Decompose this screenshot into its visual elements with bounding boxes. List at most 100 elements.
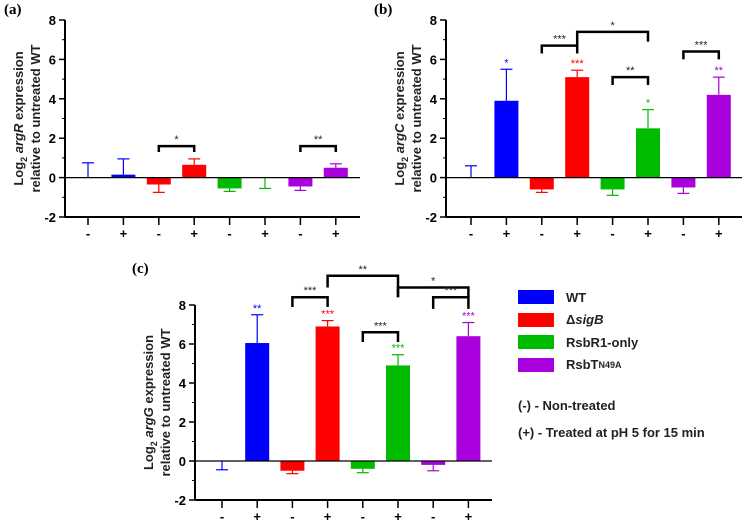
significance-bracket (682, 50, 721, 60)
bar (636, 128, 660, 178)
significance-bracket (157, 144, 196, 152)
legend-label-sub: N49A (598, 359, 622, 370)
legend-swatch (518, 290, 554, 305)
y-tick-label: 4 (430, 92, 438, 107)
x-tick-label: - (361, 509, 365, 524)
y-label-line2: relative to untreated WT (158, 328, 173, 476)
significance-bracket (575, 30, 650, 46)
bracket-label: * (431, 275, 436, 287)
y-label-suffix: expression (141, 335, 156, 407)
y-label-prefix: Log (141, 446, 156, 470)
y-tick-label: 8 (179, 298, 186, 313)
y-axis-label: Log2 argR expression relative to untreate… (11, 44, 43, 192)
y-label-gene: argG (141, 407, 156, 441)
bracket-label: *** (444, 285, 458, 297)
y-label-gene: argC (392, 123, 407, 157)
y-tick-label: 8 (430, 13, 437, 28)
bar (245, 343, 270, 461)
bar (529, 177, 554, 190)
bar (456, 336, 481, 461)
x-tick-label: + (324, 509, 332, 524)
y-label-suffix: expression (11, 51, 26, 123)
y-label-sub: 2 (400, 157, 410, 162)
significance-mark: *** (321, 309, 335, 321)
bracket-label: *** (374, 320, 388, 332)
y-tick-label: 2 (430, 131, 437, 146)
y-tick-label: 2 (179, 415, 186, 430)
x-tick-label: + (465, 509, 473, 524)
bar (323, 167, 348, 178)
legend-label: RsbT (566, 357, 599, 373)
significance-mark: * (646, 98, 651, 110)
chart-panel-argR: (a) Log2 argR expression relative to untre… (4, 2, 360, 241)
x-tick-label: + (715, 226, 723, 241)
bar (315, 326, 340, 461)
y-tick-label: -2 (425, 210, 437, 225)
bar (280, 461, 305, 471)
bar (350, 461, 375, 469)
bar (600, 177, 625, 190)
note-non-treated: (-) - Non-treated (518, 398, 616, 413)
y-label-suffix: expression (392, 51, 407, 123)
legend-label-italic: sigB (575, 312, 604, 328)
y-axis-label: Log2 argG expression relative to untreate… (141, 328, 173, 476)
x-tick-label: - (681, 226, 685, 241)
x-tick-label: + (190, 226, 198, 241)
y-tick-label: 6 (179, 337, 186, 352)
significance-bracket (396, 286, 470, 298)
legend-swatch (518, 335, 554, 350)
y-label-prefix: Log (392, 162, 407, 186)
bar (288, 177, 313, 187)
chart-panel-argG: (c)Log2 argG expression relative to untre… (132, 261, 492, 524)
panel-label: (a) (4, 2, 22, 18)
significance-bracket (540, 44, 579, 54)
legend-item-rsbt: RsbT N49A (518, 354, 705, 377)
bracket-label: *** (304, 285, 318, 297)
x-tick-label: - (610, 226, 614, 241)
x-tick-label: + (394, 509, 402, 524)
legend-label: Δ (566, 312, 576, 328)
x-tick-label: - (86, 226, 90, 241)
bar (111, 174, 136, 178)
legend-notes: (-) - Non-treated (+) - Treated at pH 5 … (518, 392, 705, 446)
x-tick-label: + (120, 226, 128, 241)
chart-panel-argC: (b)Log2 argC expression relative to untre… (374, 2, 742, 241)
x-tick-label: - (290, 509, 294, 524)
x-tick-label: + (261, 226, 269, 241)
bar (421, 461, 446, 465)
x-tick-label: - (540, 226, 544, 241)
x-tick-label: - (227, 226, 231, 241)
legend-item-wt: WT (518, 286, 705, 309)
significance-bracket (431, 295, 470, 309)
significance-bracket (611, 75, 650, 86)
bracket-label: *** (553, 34, 567, 46)
bar (146, 177, 171, 185)
significance-bracket (361, 331, 400, 343)
bar (217, 177, 242, 189)
bracket-label: * (174, 134, 179, 146)
x-tick-label: - (298, 226, 302, 241)
bracket-label: *** (695, 40, 709, 52)
panel-label: (b) (374, 2, 392, 18)
y-label-line2: relative to untreated WT (28, 44, 43, 192)
bracket-label: ** (626, 65, 635, 77)
y-tick-label: 0 (179, 454, 186, 469)
y-tick-label: 4 (179, 376, 187, 391)
y-tick-label: 8 (49, 13, 56, 28)
y-tick-label: 2 (49, 131, 56, 146)
significance-mark: ** (253, 303, 262, 315)
significance-bracket (299, 144, 338, 152)
x-tick-label: - (157, 226, 161, 241)
bar (182, 164, 207, 178)
bar (706, 94, 731, 178)
x-tick-label: + (573, 226, 581, 241)
y-label-gene: argR (11, 123, 26, 157)
legend-swatch (518, 312, 554, 327)
bar (494, 100, 519, 178)
y-label-sub: 2 (149, 441, 159, 446)
y-tick-label: 0 (430, 171, 437, 186)
significance-mark: *** (392, 343, 406, 355)
